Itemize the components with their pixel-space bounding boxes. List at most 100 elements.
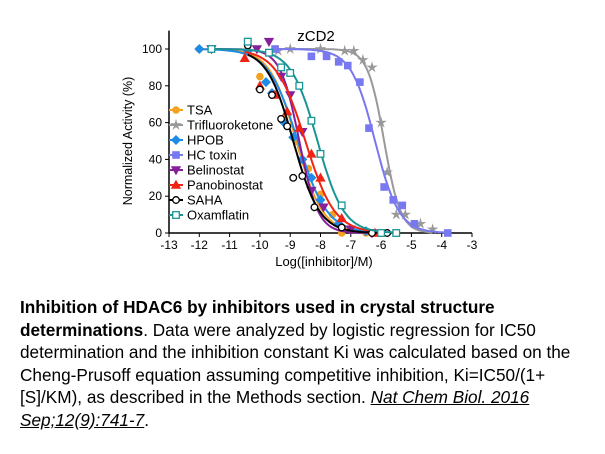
marker-open-square [172, 211, 180, 219]
marker-circle [172, 106, 180, 114]
marker-star [399, 208, 412, 220]
marker-square [307, 52, 316, 61]
marker-open-square [316, 149, 325, 158]
legend-label: SAHA [187, 193, 223, 208]
x-tick-label: -11 [221, 238, 238, 252]
marker-triangle-up [306, 148, 317, 158]
y-tick-label: 40 [149, 152, 163, 166]
legend-label: Trifluoroketone [187, 118, 273, 133]
marker-triangle-up [239, 52, 250, 62]
x-tick-label: -12 [191, 238, 209, 252]
marker-open-circle [283, 122, 292, 131]
caption-end: . [144, 409, 149, 430]
x-tick-label: -4 [436, 238, 447, 252]
marker-square [356, 78, 364, 86]
marker-star [390, 208, 402, 220]
marker-open-square [265, 48, 273, 57]
dose-response-chart: zCD2 Log([inhibitor]/M) Normalized Activ… [121, 28, 478, 269]
legend-label: HC toxin [187, 148, 237, 163]
marker-diamond [260, 77, 271, 88]
marker-open-circle [255, 85, 264, 94]
legend-label: Belinostat [187, 163, 244, 178]
x-tick-label: -13 [160, 238, 178, 252]
marker-square [380, 183, 388, 191]
marker-open-circle [277, 114, 286, 123]
marker-star [357, 53, 369, 66]
fit-curve [211, 48, 397, 234]
marker-open-square [286, 68, 295, 77]
marker-diamond [306, 172, 317, 183]
fit-curve [275, 48, 448, 234]
marker-triangle-up [336, 212, 347, 223]
marker-triangle-down [170, 166, 182, 176]
marker-square [410, 220, 419, 228]
marker-open-square [392, 229, 401, 237]
marker-star [366, 61, 378, 73]
y-tick-label: 60 [149, 116, 163, 130]
y-tick-label: 20 [149, 189, 163, 203]
marker-square [343, 61, 352, 70]
marker-square [398, 201, 407, 210]
legend-label: Panobinostat [187, 178, 263, 193]
y-tick-label: 80 [149, 79, 163, 93]
marker-open-square [243, 37, 252, 46]
marker-triangle-up [315, 172, 326, 182]
caption-title: Inhibition of HDAC6 by inhibitors used i… [20, 297, 495, 340]
y-tick-label: 100 [142, 42, 162, 56]
fit-curve [278, 48, 433, 234]
caption-body: . Data were analyzed by logistic regress… [20, 319, 571, 408]
marker-star [170, 118, 182, 131]
marker-star [347, 44, 360, 56]
legend-label: TSA [187, 103, 213, 118]
marker-square [389, 196, 398, 204]
x-tick-label: -10 [251, 238, 269, 252]
marker-square [365, 124, 373, 132]
marker-open-square [277, 63, 286, 72]
marker-open-circle [289, 173, 298, 182]
reference-link[interactable]: Nat Chem Biol. 2016 Sep;12(9):741-7 [20, 387, 530, 430]
marker-star [339, 44, 351, 56]
x-tick-label: -7 [345, 238, 356, 252]
x-tick-label: -8 [315, 238, 326, 252]
marker-open-circle [172, 196, 180, 204]
marker-open-circle [268, 91, 276, 99]
marker-diamond [170, 134, 182, 146]
x-tick-label: -9 [285, 238, 296, 252]
legend-item: SAHA [169, 193, 223, 208]
marker-triangle-down [263, 37, 275, 47]
marker-open-square [337, 201, 346, 210]
marker-square [172, 151, 180, 159]
series-oxamflatin [207, 37, 401, 237]
marker-open-square [295, 81, 304, 90]
marker-open-square [307, 116, 316, 125]
legend-item: Trifluoroketone [169, 118, 273, 133]
chart-title: zCD2 [297, 28, 335, 45]
x-tick-label: -3 [467, 238, 478, 252]
marker-triangle-up [170, 179, 182, 189]
marker-triangle-down [251, 45, 263, 55]
marker-open-circle [337, 223, 346, 232]
y-tick-label: 0 [155, 226, 162, 240]
marker-open-circle [310, 203, 319, 212]
marker-open-square [377, 229, 386, 237]
x-axis-label: Log([inhibitor]/M) [275, 254, 373, 269]
legend-item: Oxamflatin [169, 208, 249, 223]
marker-triangle-down [318, 203, 329, 213]
x-tick-label: -5 [406, 238, 417, 252]
legend-item: HC toxin [169, 148, 237, 163]
marker-square [443, 229, 452, 237]
legend-label: Oxamflatin [187, 208, 249, 223]
marker-open-circle [298, 172, 307, 180]
series-hc-toxin [271, 45, 452, 237]
marker-star [375, 116, 387, 128]
legend-item: TSA [169, 103, 213, 118]
legend-label: HPOB [187, 133, 224, 148]
y-axis-label: Normalized Activity (%) [121, 77, 135, 206]
x-tick-label: -6 [376, 238, 387, 252]
figure-caption: Inhibition of HDAC6 by inhibitors used i… [20, 296, 600, 431]
marker-square [322, 52, 331, 61]
marker-square [334, 58, 343, 66]
marker-circle [256, 72, 264, 81]
marker-open-square [207, 45, 216, 53]
marker-diamond [194, 43, 205, 55]
